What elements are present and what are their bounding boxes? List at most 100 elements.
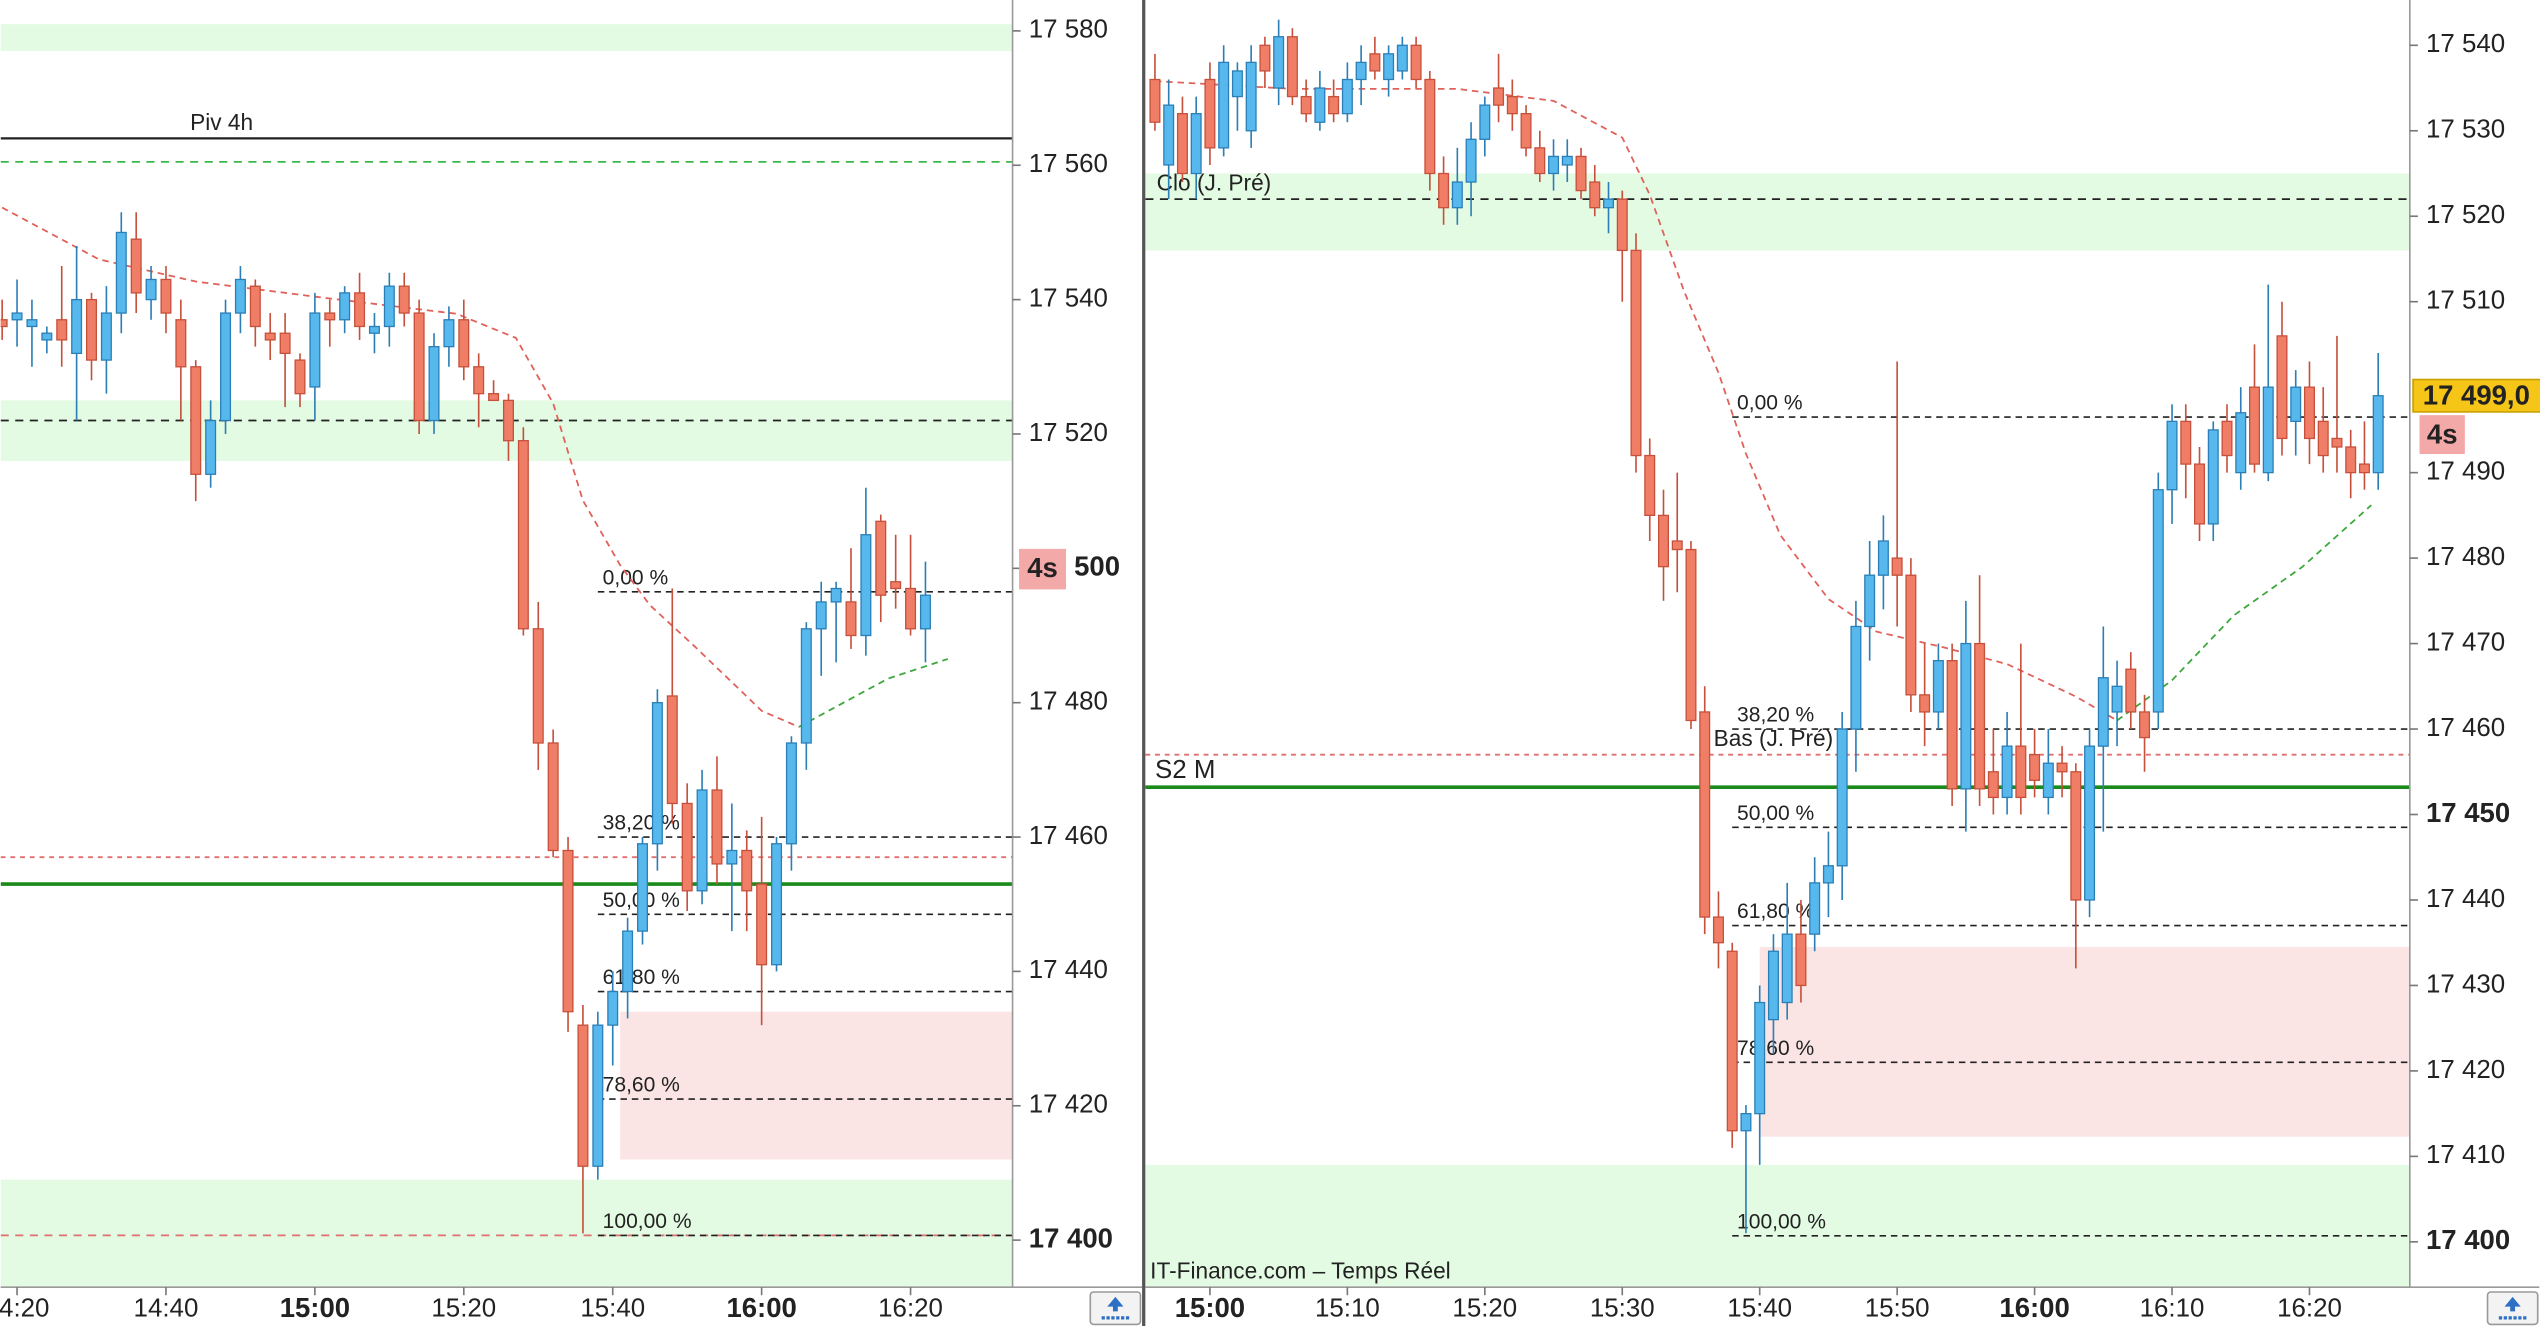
level-label: Clo (J. Pré) [1157, 170, 1272, 196]
candle-body [2042, 762, 2054, 799]
candle-body [756, 883, 768, 966]
candle-body [2152, 489, 2164, 713]
candle-body [2248, 386, 2261, 465]
scroll-button[interactable] [2486, 1291, 2539, 1326]
zone [1145, 173, 2410, 251]
candle-body [1685, 548, 1697, 722]
candle-body [1424, 78, 1436, 175]
candle-body [577, 1024, 589, 1167]
candle-body [1864, 574, 1876, 628]
candle-body [1754, 1001, 1766, 1115]
candle-body [175, 319, 187, 368]
moving-average [1, 206, 800, 728]
y-tick-label: 17 560 [1029, 150, 1108, 178]
candle-body [1960, 642, 1972, 790]
y-tick-label: 17 420 [2426, 1056, 2505, 1084]
fib-label: 78,60 % [603, 1074, 680, 1097]
moving-average [798, 658, 949, 728]
y-tick-label: 17 400 [2426, 1224, 2510, 1255]
candle-body [860, 534, 872, 637]
candle-body [1273, 36, 1285, 89]
candle-body [1534, 147, 1546, 175]
last-price-box [2412, 378, 2540, 413]
candle-body [41, 332, 53, 341]
x-tick-label: 15:20 [1452, 1295, 1517, 1323]
candle-body [1410, 44, 1422, 81]
candle-body [1204, 78, 1216, 149]
plot-right: Clo (J. Pré)Bas (J. Pré)S2 M0,00 %38,20 … [1145, 19, 2410, 1288]
candle-body [1589, 181, 1601, 209]
candle-body [1946, 660, 1958, 790]
countdown: 4s [2427, 418, 2458, 449]
candle-body [2221, 420, 2233, 457]
candle-body [1850, 625, 1862, 730]
candle-body [1699, 711, 1711, 918]
candle-body [741, 849, 753, 892]
candle-body [11, 312, 23, 321]
y-tick-label: 17 490 [2426, 457, 2505, 485]
candle-body [264, 332, 276, 341]
candle-body [234, 278, 246, 314]
candle-body [711, 789, 723, 865]
candle-body [1190, 113, 1202, 175]
candle-body [2276, 335, 2288, 440]
candle-body [517, 440, 529, 630]
candle-body [2070, 771, 2082, 901]
y-tick-label: 17 440 [1029, 956, 1108, 984]
candle-body [368, 325, 380, 334]
candle-body [815, 601, 827, 630]
candle-body [1726, 950, 1738, 1132]
candle-body [1877, 540, 1889, 576]
candle-body [1932, 660, 1944, 713]
candle-body [1836, 728, 1848, 867]
candle-body [294, 359, 306, 395]
candle-body [1163, 104, 1175, 166]
x-tick-label: 14:40 [134, 1295, 199, 1323]
zone [620, 1011, 1013, 1160]
candle-body [443, 319, 455, 348]
fib-label: 61,80 % [1737, 900, 1814, 923]
candle-body [279, 332, 291, 355]
last-price-label: 17 499,0 [2423, 380, 2530, 411]
candle-body [2345, 446, 2357, 474]
candle-body [875, 520, 887, 596]
candle-body [1644, 454, 1656, 517]
candle-body [205, 419, 217, 475]
candle-body [890, 581, 902, 590]
fib-label: 38,20 % [603, 812, 680, 835]
candle-body [1740, 1112, 1752, 1132]
y-tick-label: 17 480 [1029, 688, 1108, 716]
level-label: S2 M [1155, 756, 1215, 784]
candle-body [1795, 933, 1807, 987]
candle-body [637, 843, 649, 932]
y-tick-label: 17 400 [1029, 1222, 1113, 1253]
candle-body [1369, 53, 1381, 72]
zone [0, 1179, 1013, 1288]
x-tick-label: 15:20 [431, 1295, 496, 1323]
candle-body [1809, 882, 1821, 935]
candle-body [2139, 711, 2151, 739]
candle-body [413, 312, 425, 422]
y-tick-label: 17 540 [2426, 30, 2505, 58]
candle-body [220, 312, 232, 422]
candle-body [1328, 95, 1340, 115]
candle-body [115, 231, 127, 314]
x-tick-label: 15:40 [580, 1295, 645, 1323]
candle-body [2358, 463, 2370, 474]
x-tick-label: 15:50 [1865, 1295, 1930, 1323]
candle-body [26, 319, 38, 328]
y-tick-label: 17 520 [1029, 419, 1108, 447]
candle-body [1822, 865, 1834, 884]
candle-body [2290, 386, 2302, 423]
candle-body [1548, 155, 1560, 175]
y-tick-label: 17 530 [2426, 116, 2505, 144]
candle-body [1712, 916, 1724, 944]
candle-body [2001, 745, 2013, 799]
scroll-button[interactable] [1089, 1291, 1142, 1326]
candle-body [532, 628, 544, 744]
candle-body [249, 285, 261, 328]
candle-body [1259, 44, 1271, 72]
candle-body [2207, 429, 2219, 525]
